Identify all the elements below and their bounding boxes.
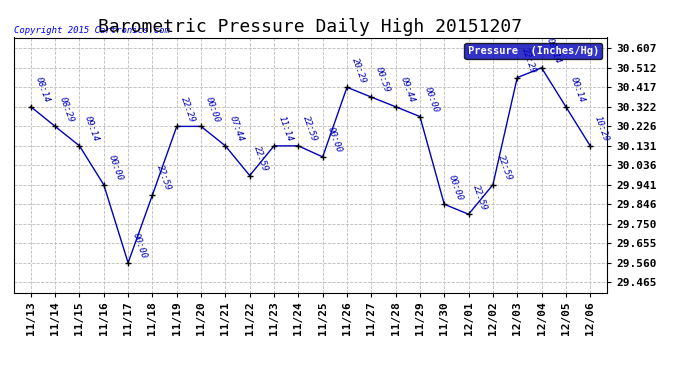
Text: 00:59: 00:59 bbox=[374, 66, 392, 94]
Title: Barometric Pressure Daily High 20151207: Barometric Pressure Daily High 20151207 bbox=[99, 18, 522, 36]
Text: 08:14: 08:14 bbox=[34, 76, 51, 104]
Text: 00:00: 00:00 bbox=[204, 95, 221, 124]
Text: 11:14: 11:14 bbox=[277, 115, 295, 143]
Text: Copyright 2015 Cartronics.com: Copyright 2015 Cartronics.com bbox=[14, 26, 170, 35]
Text: 00:00: 00:00 bbox=[423, 86, 440, 114]
Text: 20:29: 20:29 bbox=[350, 56, 367, 84]
Text: 09:44: 09:44 bbox=[398, 76, 416, 104]
Text: 08:14: 08:14 bbox=[544, 37, 562, 65]
Text: 22:29: 22:29 bbox=[520, 46, 538, 75]
Text: 22:59: 22:59 bbox=[301, 115, 319, 143]
Text: 07:44: 07:44 bbox=[228, 115, 246, 143]
Text: 00:00: 00:00 bbox=[326, 126, 343, 154]
Text: 22:29: 22:29 bbox=[179, 95, 197, 124]
Text: 22:59: 22:59 bbox=[495, 154, 513, 182]
Text: 22:59: 22:59 bbox=[253, 144, 270, 173]
Text: 00:00: 00:00 bbox=[447, 173, 464, 201]
Text: 22:59: 22:59 bbox=[471, 183, 489, 211]
Text: 22:59: 22:59 bbox=[155, 164, 173, 192]
Legend: Pressure  (Inches/Hg): Pressure (Inches/Hg) bbox=[464, 43, 602, 59]
Text: 00:00: 00:00 bbox=[131, 232, 148, 260]
Text: 09:14: 09:14 bbox=[82, 115, 100, 143]
Text: 08:29: 08:29 bbox=[58, 95, 76, 124]
Text: 00:00: 00:00 bbox=[106, 154, 124, 182]
Text: 00:14: 00:14 bbox=[569, 76, 586, 104]
Text: 10:29: 10:29 bbox=[593, 115, 611, 143]
